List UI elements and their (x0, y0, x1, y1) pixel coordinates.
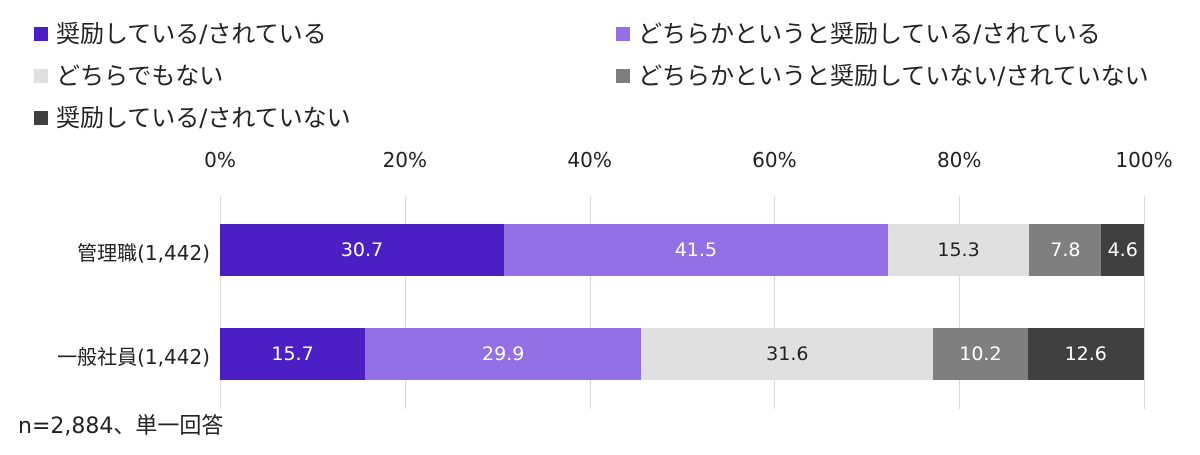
x-tick-label: 100% (1115, 148, 1173, 172)
sample-note: n=2,884、単一回答 (18, 414, 224, 439)
data-label: 15.3 (937, 239, 980, 261)
bar-row: 15.7 29.9 31.6 10.2 12.6 (220, 328, 1144, 380)
legend-item: どちらでもない (34, 62, 223, 90)
legend-swatch (616, 27, 630, 41)
bar-segment: 15.3 (887, 224, 1030, 276)
bar-row: 30.7 41.5 15.3 7.8 4.6 (220, 224, 1144, 276)
x-tick-label: 40% (567, 148, 612, 172)
bar-segment: 29.9 (365, 328, 642, 380)
bar-segment: 4.6 (1101, 224, 1144, 276)
bar-segment: 15.7 (220, 328, 366, 380)
gridline (405, 196, 406, 409)
data-label: 31.6 (766, 343, 809, 365)
data-label: 30.7 (340, 239, 384, 261)
bar-segment: 7.8 (1029, 224, 1102, 276)
legend-label: 奨励している/されていない (56, 104, 351, 132)
bar-segment: 30.7 (220, 224, 504, 276)
legend-item: どちらかというと奨励していない/されていない (616, 62, 1149, 90)
legend-label: どちらかというと奨励していない/されていない (638, 62, 1149, 90)
data-label: 29.9 (482, 343, 525, 365)
data-label: 4.6 (1107, 239, 1138, 261)
x-tick-label: 80% (936, 148, 982, 172)
legend-item: どちらかというと奨励している/されている (616, 20, 1101, 48)
gridline (1144, 196, 1145, 409)
legend-swatch (34, 69, 48, 83)
gridline (959, 196, 960, 409)
category-label: 管理職(1,442) (77, 241, 210, 265)
gridline (590, 196, 591, 409)
category-label: 一般社員(1,442) (57, 345, 210, 369)
legend-item: 奨励している/されている (34, 20, 327, 48)
data-label: 41.5 (674, 239, 718, 261)
legend-swatch (34, 111, 48, 125)
legend-swatch (616, 69, 630, 83)
data-label: 15.7 (271, 343, 314, 365)
data-label: 10.2 (959, 343, 1002, 365)
bar-segment: 12.6 (1027, 328, 1144, 380)
x-tick-label: 20% (382, 148, 428, 172)
data-label: 12.6 (1064, 343, 1107, 365)
x-tick-label: 60% (752, 148, 797, 172)
bar-segment: 31.6 (641, 328, 934, 380)
legend-label: どちらでもない (56, 62, 224, 90)
data-label: 7.8 (1050, 239, 1081, 261)
legend-item: 奨励している/されていない (34, 104, 351, 132)
bar-segment: 10.2 (933, 328, 1028, 380)
gridline (220, 196, 221, 409)
gridline (774, 196, 775, 409)
legend-label: どちらかというと奨励している/されている (638, 20, 1101, 48)
bar-segment: 41.5 (503, 224, 888, 276)
x-tick-label: 0% (204, 148, 236, 172)
legend-label: 奨励している/されている (56, 20, 327, 48)
legend-swatch (34, 27, 48, 41)
